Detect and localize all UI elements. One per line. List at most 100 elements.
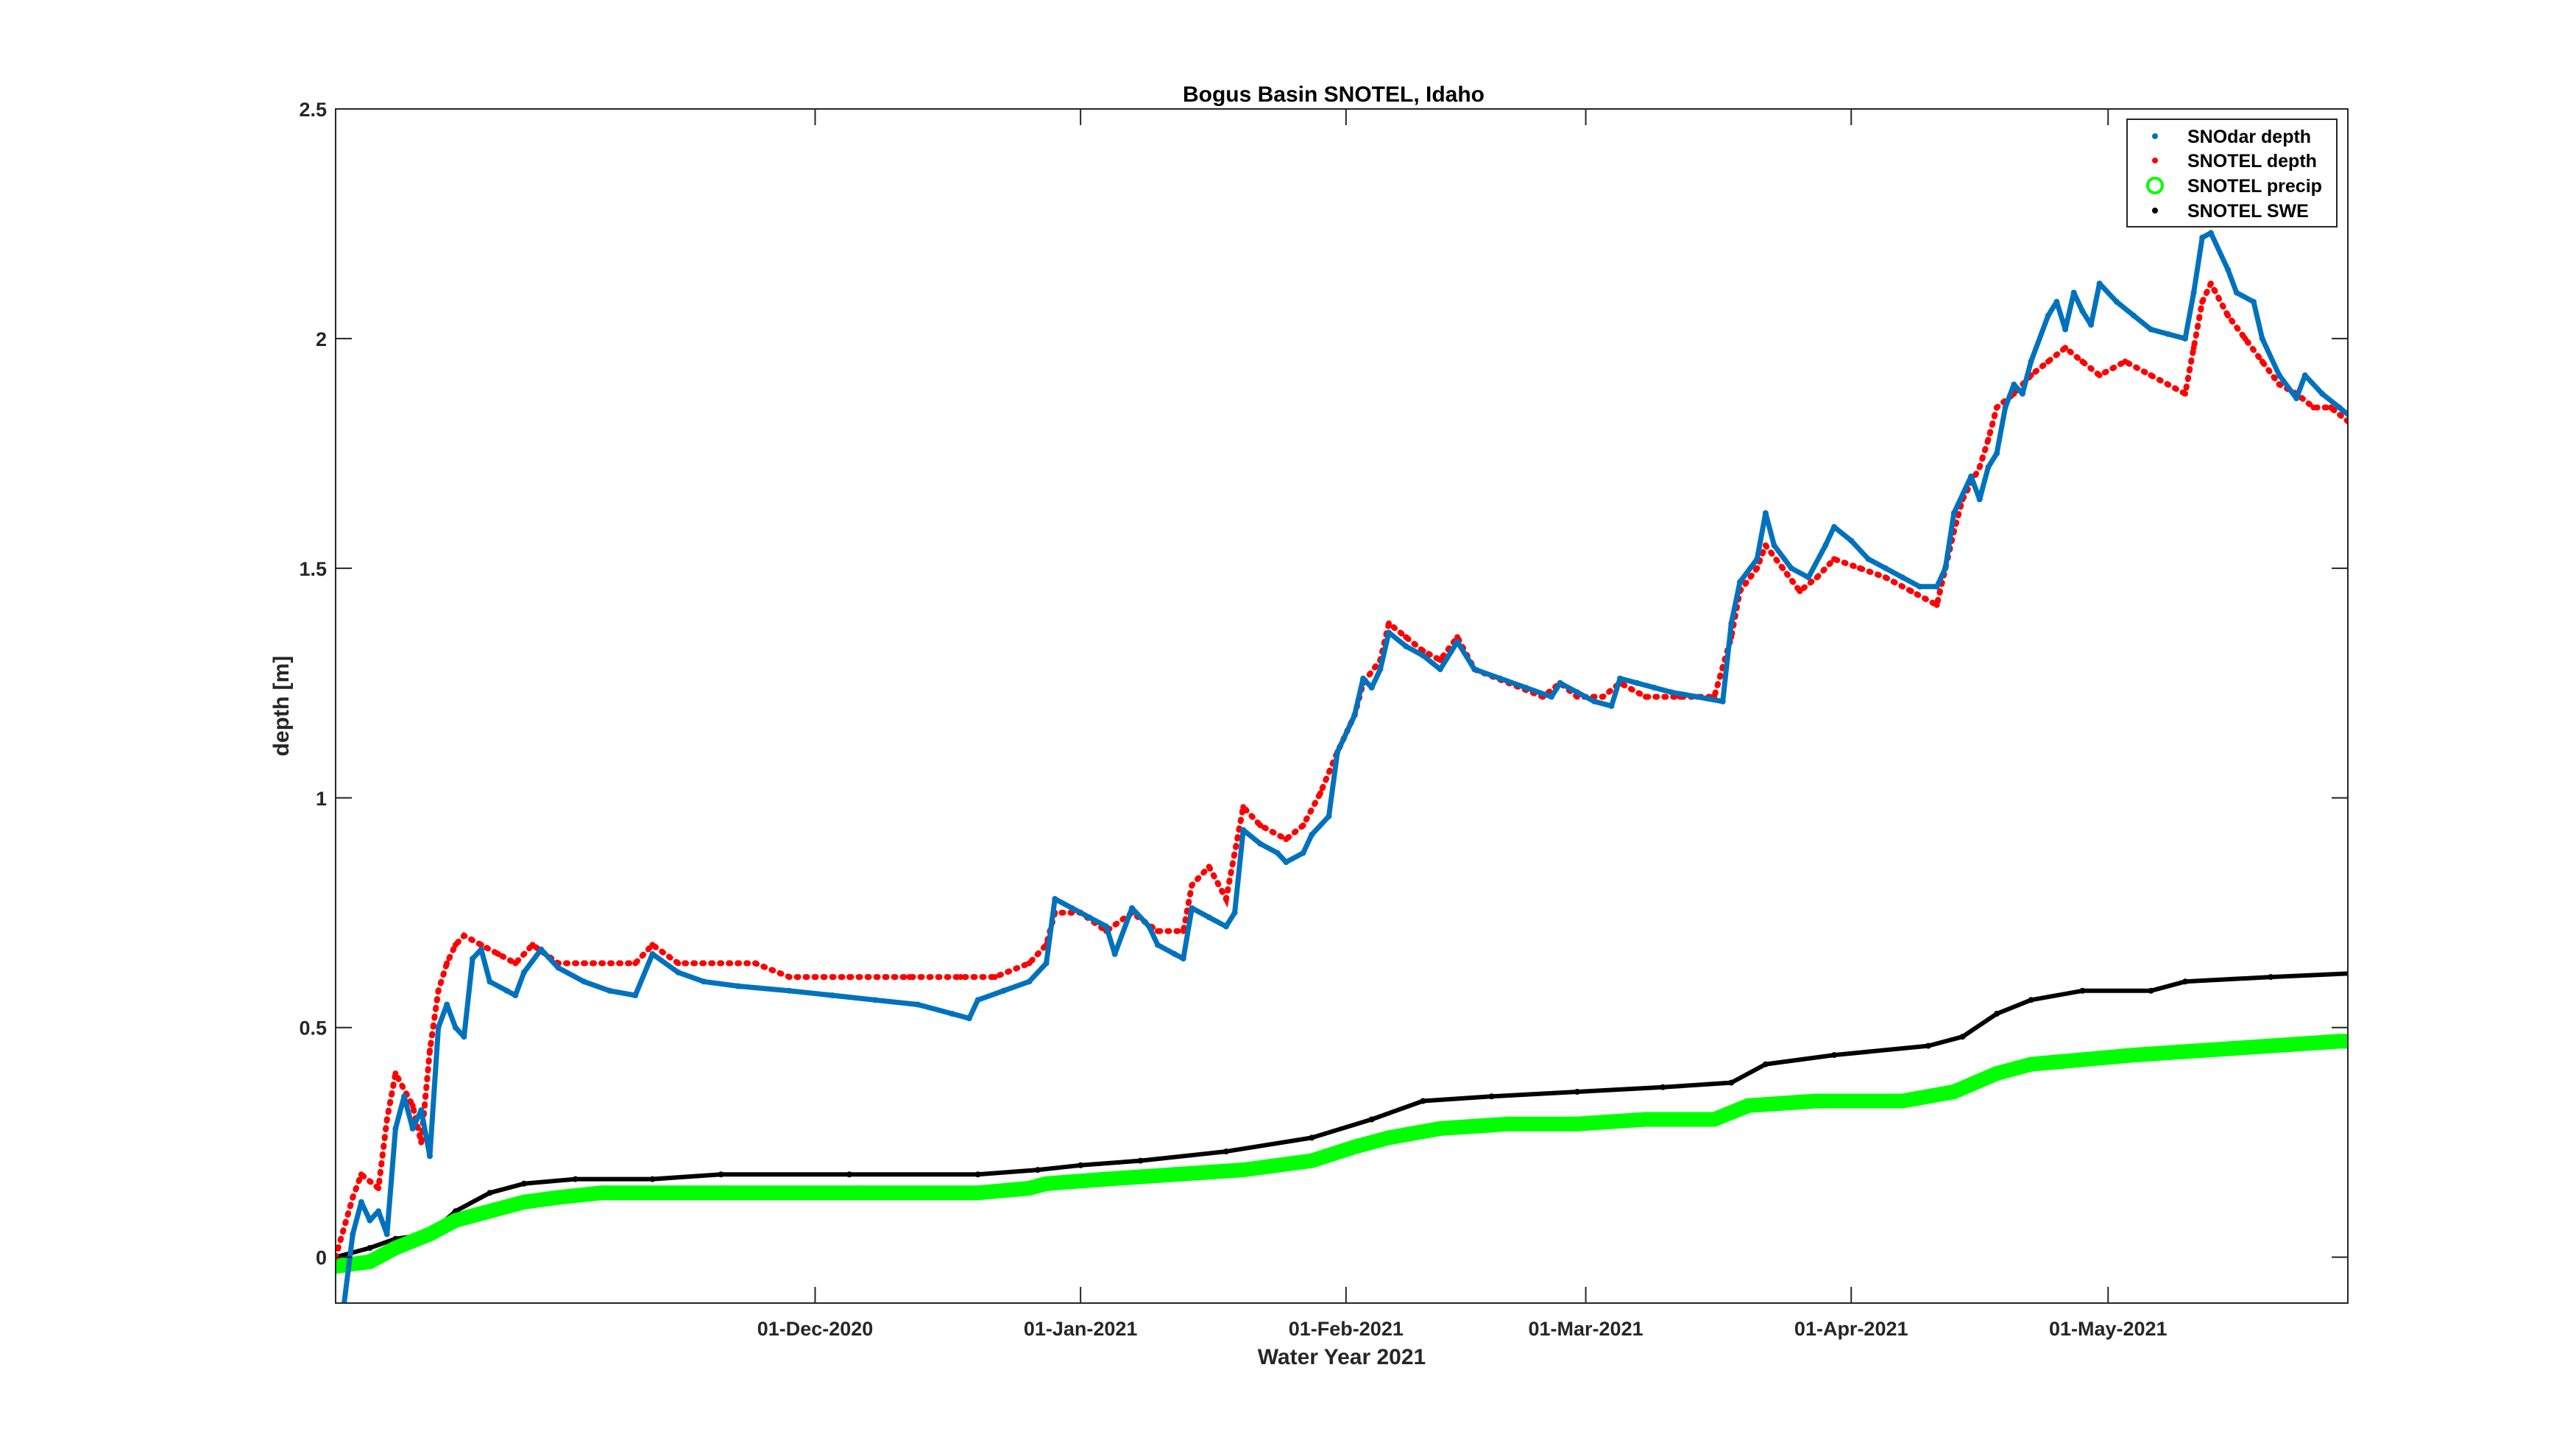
data-point-snodar-depth	[2045, 312, 2051, 319]
data-point-snotel-swe	[2028, 997, 2034, 1003]
data-point-snodar-depth	[1240, 827, 1247, 833]
series-snotel-swe	[336, 965, 2454, 1260]
data-point-snodar-depth	[1668, 689, 1674, 696]
data-point-snotel-depth	[2524, 510, 2530, 516]
data-point-snodar-depth	[2002, 404, 2009, 411]
data-point-snotel-swe	[1660, 1084, 1666, 1090]
axis-ticks: 01-Dec-2020 01-Jan-2021 01-Feb-2021 01-Mar-…	[299, 99, 2348, 1340]
data-point-snodar-depth	[1086, 914, 1092, 920]
data-point-snodar-depth	[1360, 675, 1367, 682]
data-point-snodar-depth	[949, 1011, 955, 1017]
data-point-snodar-depth	[1634, 680, 1641, 686]
data-point-snodar-depth	[1523, 685, 1529, 691]
data-point-snodar-depth	[503, 987, 510, 994]
data-point-snodar-depth	[2096, 280, 2103, 287]
data-point-snodar-depth	[1420, 652, 1426, 659]
data-point-snodar-depth	[375, 1208, 382, 1215]
data-point-snodar-depth	[538, 946, 545, 953]
series-line-snodar-depth	[342, 230, 2348, 1303]
data-point-snotel-swe	[2182, 978, 2188, 985]
data-point-snotel-depth	[1454, 634, 1461, 640]
data-point-snotel-depth	[2327, 404, 2334, 411]
data-point-snodar-depth	[1549, 694, 1554, 700]
data-point-snodar-depth	[1180, 956, 1186, 962]
data-point-snotel-swe	[520, 1180, 527, 1187]
data-point-snotel-depth	[786, 974, 793, 981]
data-point-snodar-depth	[1154, 942, 1161, 948]
data-point-snotel-precip	[2126, 1048, 2142, 1063]
data-point-snotel-depth	[1882, 574, 1889, 581]
data-point-snotel-depth	[1386, 620, 1392, 627]
data-point-snotel-depth	[383, 1116, 390, 1123]
data-point-snodar-depth	[2439, 483, 2445, 489]
chart-title: Bogus Basin SNOTEL, Idaho	[1183, 82, 1485, 107]
data-point-snotel-depth	[452, 942, 459, 948]
data-point-snotel-precip	[1638, 1112, 1653, 1127]
data-point-snodar-depth	[1865, 556, 1872, 562]
data-point-snotel-precip	[2563, 1020, 2576, 1035]
data-point-snodar-depth	[1283, 859, 1289, 866]
data-point-snodar-depth	[1771, 542, 1777, 548]
data-point-snotel-precip	[1167, 1167, 1183, 1182]
data-point-snodar-depth	[1403, 643, 1409, 649]
data-point-snotel-swe	[1368, 1116, 1375, 1123]
series-line-snotel-precip	[336, 1034, 2348, 1274]
data-point-snodar-depth	[2276, 372, 2282, 378]
y-axis-label: depth [m]	[269, 656, 294, 757]
data-point-snodar-depth	[649, 950, 656, 957]
data-point-snodar-depth	[1728, 620, 1735, 627]
data-point-snotel-depth	[2276, 381, 2282, 388]
data-point-snodar-depth	[2053, 299, 2060, 305]
data-point-snodar-depth	[1274, 850, 1281, 856]
data-point-snodar-depth	[1222, 923, 1229, 930]
data-point-snodar-depth	[2028, 359, 2034, 365]
data-point-snotel-depth	[2242, 335, 2248, 342]
data-point-snotel-depth	[1206, 864, 1212, 870]
data-point-snodar-depth	[435, 1024, 442, 1031]
data-point-snotel-precip	[516, 1194, 531, 1210]
data-point-snotel-depth	[1180, 928, 1186, 934]
data-point-snotel-depth	[2207, 280, 2214, 287]
legend-label-snotel-depth: SNOTEL depth	[2187, 151, 2317, 172]
data-point-snodar-depth	[2301, 372, 2308, 378]
data-point-snotel-depth	[1831, 556, 1837, 562]
data-point-snodar-depth	[1950, 510, 1957, 516]
data-point-snotel-precip	[551, 1190, 566, 1205]
data-point-snodar-depth	[1326, 813, 1332, 819]
data-point-snotel-swe	[1420, 1098, 1426, 1104]
data-point-snodar-depth	[2113, 299, 2120, 305]
data-point-snotel-depth	[392, 1070, 399, 1077]
data-point-snotel-depth	[495, 950, 501, 957]
data-point-snotel-depth	[427, 1047, 433, 1054]
data-point-snotel-precip	[2263, 1038, 2279, 1054]
data-point-snotel-depth	[418, 1139, 425, 1146]
data-point-snotel-depth	[2499, 510, 2505, 516]
y-tick-label: 0	[316, 1247, 327, 1269]
plot-area	[336, 230, 2576, 1303]
data-point-snodar-depth	[1942, 565, 1949, 571]
data-point-snodar-depth	[1172, 950, 1178, 957]
data-point-snodar-depth	[2448, 501, 2454, 507]
data-point-snotel-depth	[2533, 473, 2539, 479]
data-point-snodar-depth	[2319, 390, 2326, 397]
data-point-snodar-depth	[1069, 905, 1075, 911]
data-point-snotel-depth	[1240, 804, 1247, 811]
data-point-snodar-depth	[1129, 905, 1135, 911]
data-point-snotel-depth	[2474, 496, 2480, 502]
data-point-snodar-depth	[829, 992, 835, 998]
data-point-snotel-swe	[1488, 1093, 1495, 1100]
data-point-snotel-depth	[1300, 822, 1306, 829]
data-point-snodar-depth	[1103, 923, 1110, 930]
data-point-snotel-depth	[2045, 359, 2051, 365]
data-point-snodar-depth	[2251, 299, 2257, 305]
data-point-snotel-precip	[970, 1185, 986, 1201]
x-tick-label: 01-May-2021	[2049, 1318, 2168, 1340]
data-point-snodar-depth	[2182, 335, 2188, 342]
data-point-snotel-precip	[713, 1185, 729, 1201]
data-point-snodar-depth	[632, 992, 639, 998]
data-point-snodar-depth	[2088, 322, 2094, 328]
data-point-snotel-depth	[529, 942, 536, 948]
data-point-snodar-depth	[2456, 520, 2462, 526]
data-point-snotel-swe	[2448, 965, 2454, 971]
data-point-snodar-depth	[915, 1001, 921, 1008]
